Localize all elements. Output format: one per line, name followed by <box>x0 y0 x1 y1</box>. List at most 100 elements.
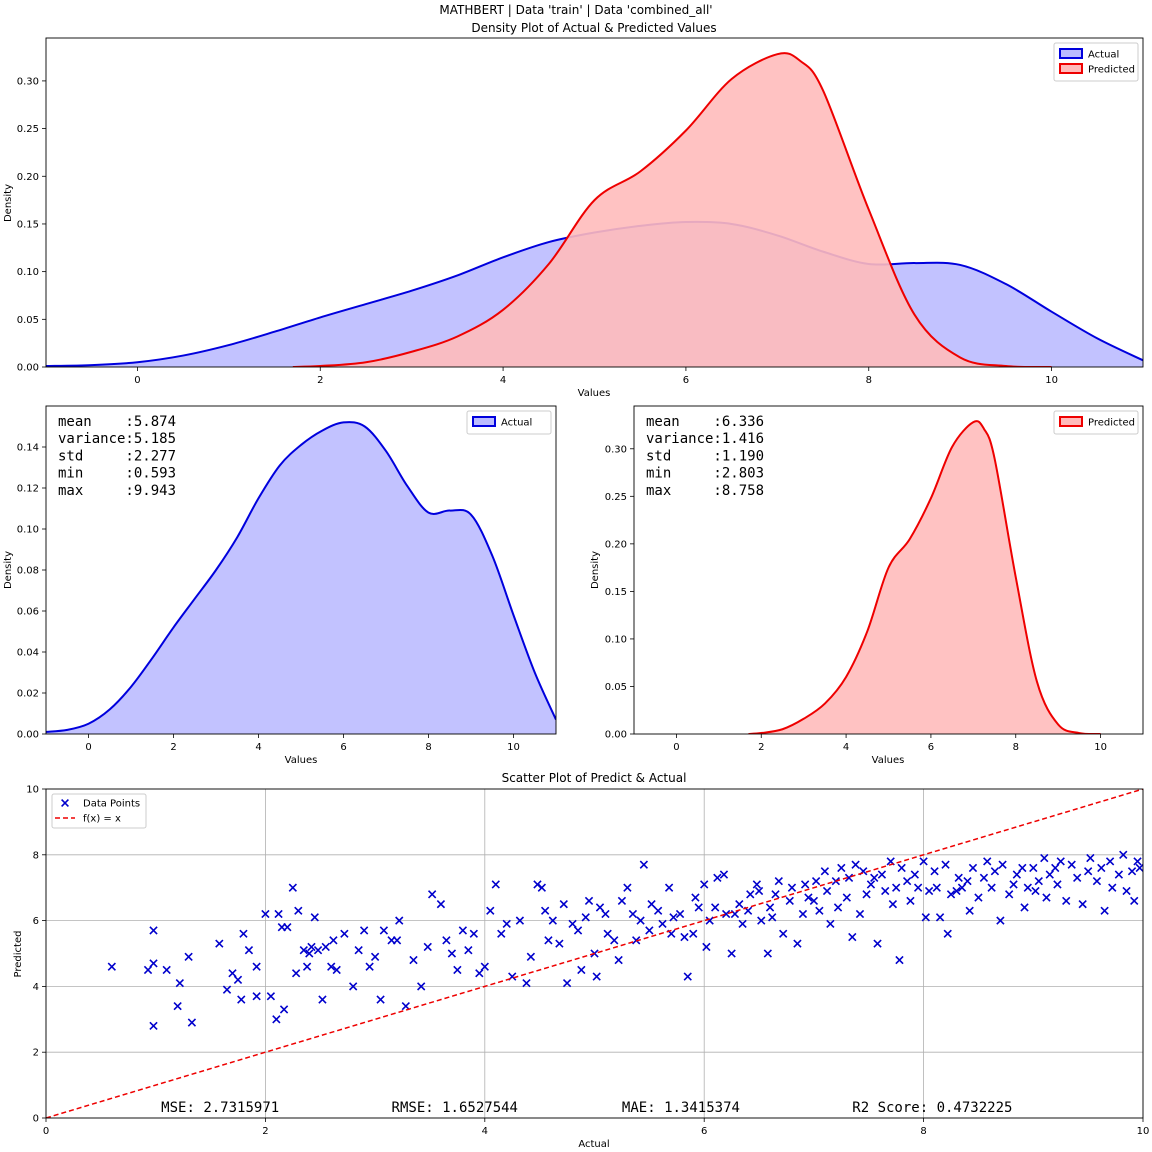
data-point <box>998 860 1007 869</box>
data-point <box>658 919 667 929</box>
data-point <box>614 955 623 965</box>
data-point <box>266 992 276 1001</box>
stats-predicted-min: min :2.803 <box>646 466 764 482</box>
stats-actual-std: std :2.277 <box>58 448 176 464</box>
data-point <box>1040 853 1049 863</box>
x-tick-label: 0 <box>673 742 679 753</box>
data-point <box>491 880 500 889</box>
y-tick-label: 0.06 <box>17 607 39 618</box>
data-point <box>866 880 876 889</box>
data-point <box>1034 876 1043 886</box>
x-tick-label: 6 <box>683 375 689 386</box>
data-point <box>555 939 564 948</box>
y-tick-label: 0.08 <box>17 566 39 577</box>
x-tick-label: 6 <box>928 742 934 753</box>
data-point <box>921 913 930 922</box>
legend-swatch-predicted <box>1059 63 1083 74</box>
legend-label-actual: Actual <box>501 418 532 429</box>
data-point <box>1051 863 1060 873</box>
stats-actual-mean: mean :5.874 <box>58 414 176 430</box>
scatter-ylabel: Predicted <box>13 931 24 978</box>
data-point <box>943 929 952 938</box>
data-point <box>299 946 308 955</box>
data-point <box>1012 870 1022 879</box>
data-point <box>691 893 700 902</box>
data-point <box>486 906 495 915</box>
x-tick-label: 2 <box>317 375 323 386</box>
data-point <box>1105 857 1115 866</box>
data-point <box>820 867 830 876</box>
data-point <box>848 932 857 942</box>
data-point <box>1005 890 1014 899</box>
y-tick-label: 0.30 <box>17 76 39 87</box>
data-point <box>376 995 385 1004</box>
density-predicted-plot: 0 2 4 6 8 10 0.00 0.05 0.10 0.15 0.20 0.25 0.30 Predi… <box>605 405 1144 753</box>
data-point <box>952 886 961 896</box>
data-point <box>573 926 583 935</box>
density-series-group <box>46 421 556 734</box>
data-point <box>175 978 184 988</box>
data-point <box>1009 880 1018 889</box>
data-point <box>261 909 270 919</box>
data-point <box>1073 873 1082 882</box>
data-point <box>965 906 974 915</box>
data-point <box>711 903 720 912</box>
data-point <box>222 985 232 994</box>
metric-mse: MSE: 2.7315971 <box>161 1100 279 1116</box>
data-point <box>559 899 568 909</box>
data-point <box>291 969 301 978</box>
data-point <box>515 916 525 925</box>
scatter-title: Scatter Plot of Predict & Actual <box>502 771 687 785</box>
axes-frame <box>45 37 1144 368</box>
y-tick-label: 0.25 <box>605 492 627 503</box>
data-point <box>1062 896 1071 906</box>
stats-actual-min: min :0.593 <box>58 466 176 482</box>
density-actual-xlabel: Values <box>285 755 318 766</box>
x-tick-label: 10 <box>1094 742 1107 753</box>
data-point <box>1031 886 1040 896</box>
data-point <box>1097 863 1106 873</box>
y-tick-label: 0.12 <box>17 484 39 495</box>
y-tick-label: 0.15 <box>605 587 627 598</box>
data-point <box>595 903 605 912</box>
density-combined-ylabel: Density <box>3 184 14 222</box>
data-point <box>502 919 511 929</box>
data-point <box>738 919 747 929</box>
data-point <box>689 929 698 938</box>
data-point <box>713 873 722 882</box>
data-point <box>897 863 906 873</box>
data-point <box>787 883 797 892</box>
data-point <box>804 893 813 902</box>
data-point <box>395 916 404 925</box>
data-point <box>162 965 171 975</box>
density-predicted-ylabel: Density <box>590 551 601 589</box>
data-point <box>895 955 904 965</box>
scatter-xlabel: Actual <box>578 1139 609 1150</box>
data-point <box>987 883 996 892</box>
data-point <box>107 962 116 971</box>
data-point <box>409 955 418 965</box>
data-point <box>636 916 645 925</box>
data-point <box>752 880 762 889</box>
y-tick-label: 8 <box>33 850 39 861</box>
x-tick-label: 10 <box>1045 375 1058 386</box>
stats-predicted-std: std :1.190 <box>646 448 764 464</box>
y-tick-label: 0.14 <box>17 443 39 454</box>
data-point <box>464 946 473 955</box>
scatter-series-group <box>46 789 1143 1118</box>
data-point <box>913 883 923 892</box>
x-tick-label: 8 <box>425 742 431 753</box>
data-point <box>469 929 478 938</box>
data-point <box>228 969 237 978</box>
data-point <box>957 883 967 892</box>
data-point <box>617 896 627 906</box>
y-tick-label: 6 <box>33 916 39 927</box>
data-point <box>480 962 489 971</box>
data-point <box>653 906 663 915</box>
data-point <box>475 969 484 978</box>
data-point <box>436 899 446 909</box>
y-tick-label: 0.10 <box>605 634 627 645</box>
y-tick-label: 10 <box>26 785 39 796</box>
density-combined-xlabel: Values <box>578 388 611 399</box>
data-point <box>447 949 457 958</box>
